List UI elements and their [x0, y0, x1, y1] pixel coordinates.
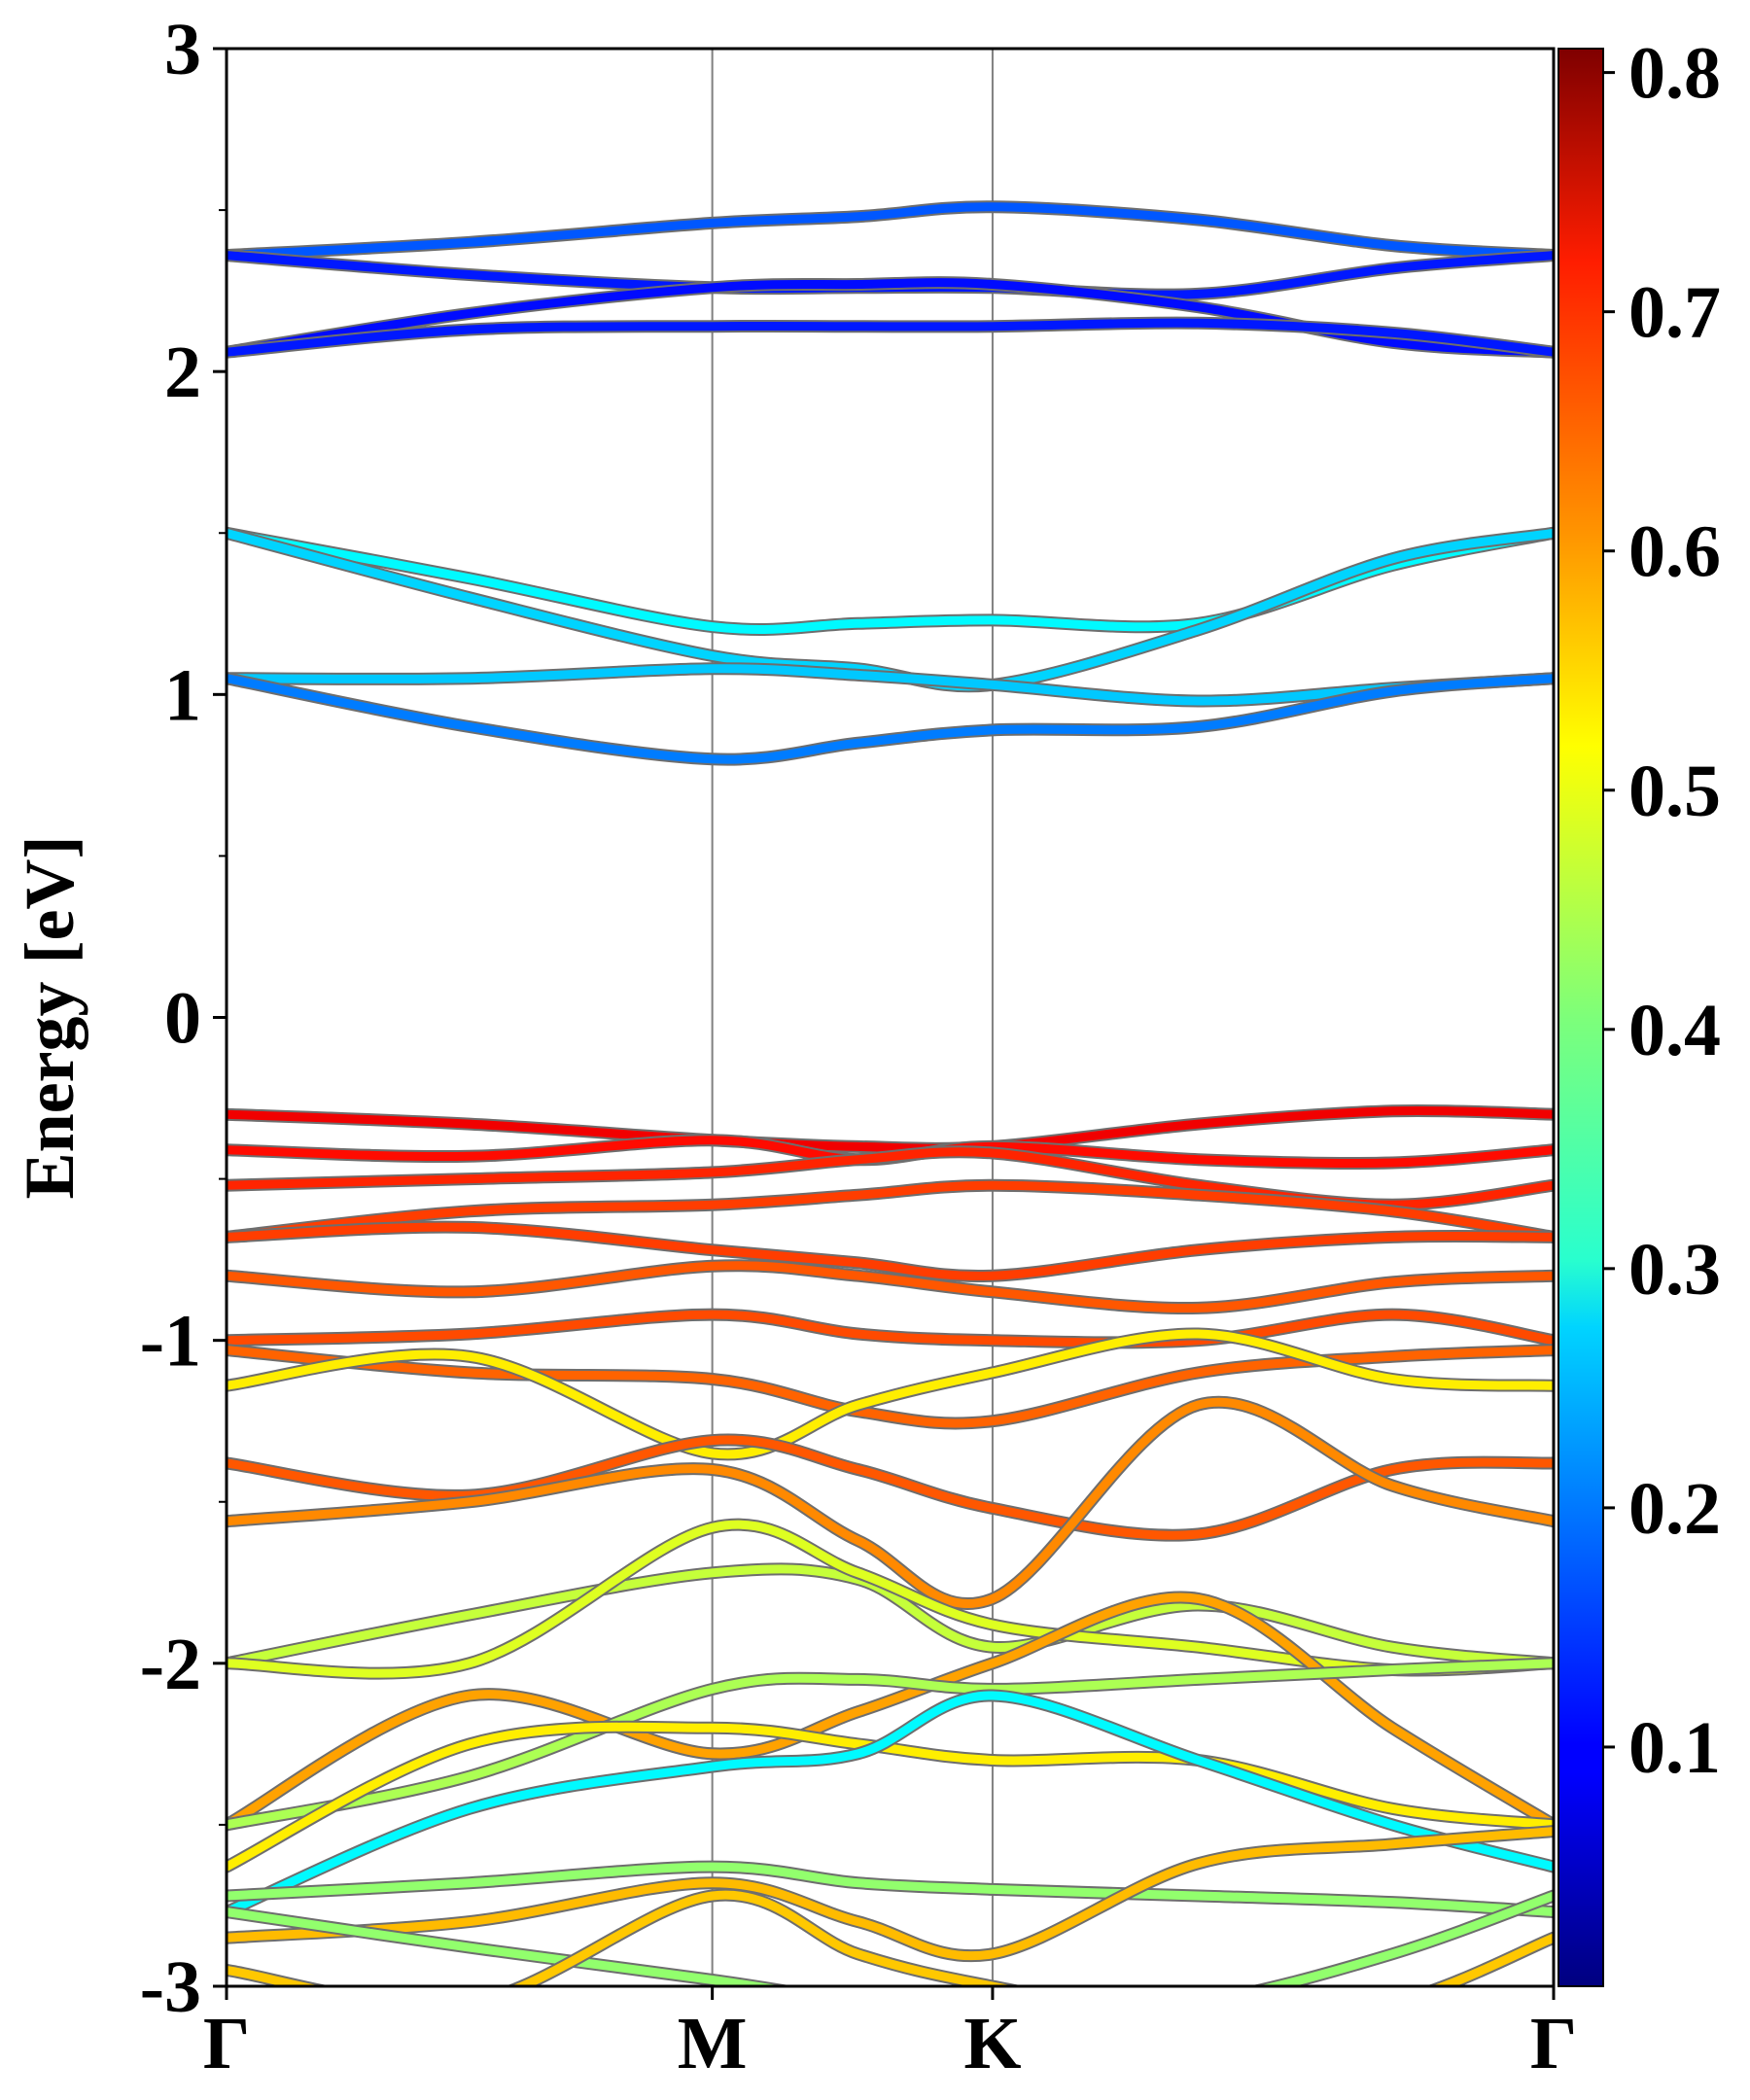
band-5: [227, 528, 1554, 691]
band-0: [227, 202, 1554, 261]
y-axis-label: Energy [eV]: [11, 836, 88, 1200]
colorbar-tick-label-6: 0.7: [1628, 272, 1721, 354]
band-11: [227, 1180, 1554, 1242]
colorbar: [1558, 48, 1604, 1987]
x-tick-label-2: K: [963, 2003, 1021, 2084]
band-25: [227, 1862, 1554, 1917]
band-outline-28: [227, 1888, 1554, 1986]
y-tick-label-0: -3: [140, 1946, 201, 2028]
y-tick-label-5: 2: [164, 332, 201, 413]
colorbar-axis: 0.1 0.2 0.3 0.4 0.5 0.6 0.7 0.8: [1603, 33, 1721, 1789]
band-28: [227, 1890, 1554, 1986]
band-21: [227, 1592, 1554, 1830]
band-outline-5: [227, 526, 1554, 693]
x-tick-label-1: M: [678, 2003, 748, 2084]
high-symmetry-lines: [711, 49, 994, 1986]
band-18: [227, 1397, 1554, 1609]
band-17: [227, 1435, 1554, 1540]
y-tick-label-3: 0: [164, 978, 201, 1060]
y-tick-label-2: -1: [140, 1301, 201, 1382]
band-19: [227, 1564, 1554, 1668]
colorbar-tick-label-3: 0.4: [1628, 990, 1721, 1071]
band-15: [227, 1346, 1554, 1428]
y-tick-label-1: -2: [140, 1624, 201, 1705]
colorbar-tick-label-2: 0.3: [1628, 1229, 1721, 1311]
band-24: [227, 1691, 1554, 1917]
y-axis: -3 -2 -1 0 1 2 3: [140, 9, 227, 2028]
band-26: [227, 1827, 1554, 1961]
colorbar-tick-label-4: 0.5: [1628, 751, 1721, 832]
colorbar-tick-label-1: 0.2: [1628, 1468, 1721, 1550]
band-23: [227, 1722, 1554, 1872]
y-tick-label-4: 1: [164, 654, 201, 736]
band-16: [227, 1329, 1554, 1459]
colorbar-tick-label-7: 0.8: [1628, 33, 1721, 115]
band-7: [227, 674, 1554, 764]
colorbar-tick-label-0: 0.1: [1628, 1707, 1721, 1789]
colorbar-tick-label-5: 0.6: [1628, 511, 1721, 593]
band-outline-17: [227, 1433, 1554, 1542]
band-27: [227, 1891, 1554, 1986]
band-6: [227, 664, 1554, 706]
band-22: [227, 1659, 1554, 1830]
y-tick-label-6: 3: [164, 9, 201, 90]
band-2: [227, 278, 1554, 357]
x-tick-label-0: Γ: [203, 2003, 250, 2084]
band-curves: [227, 200, 1554, 1986]
band-12: [227, 1222, 1554, 1280]
band-14: [227, 1310, 1554, 1348]
band-3: [227, 318, 1554, 357]
x-tick-label-3: Γ: [1530, 2003, 1577, 2084]
band-13: [227, 1261, 1554, 1313]
